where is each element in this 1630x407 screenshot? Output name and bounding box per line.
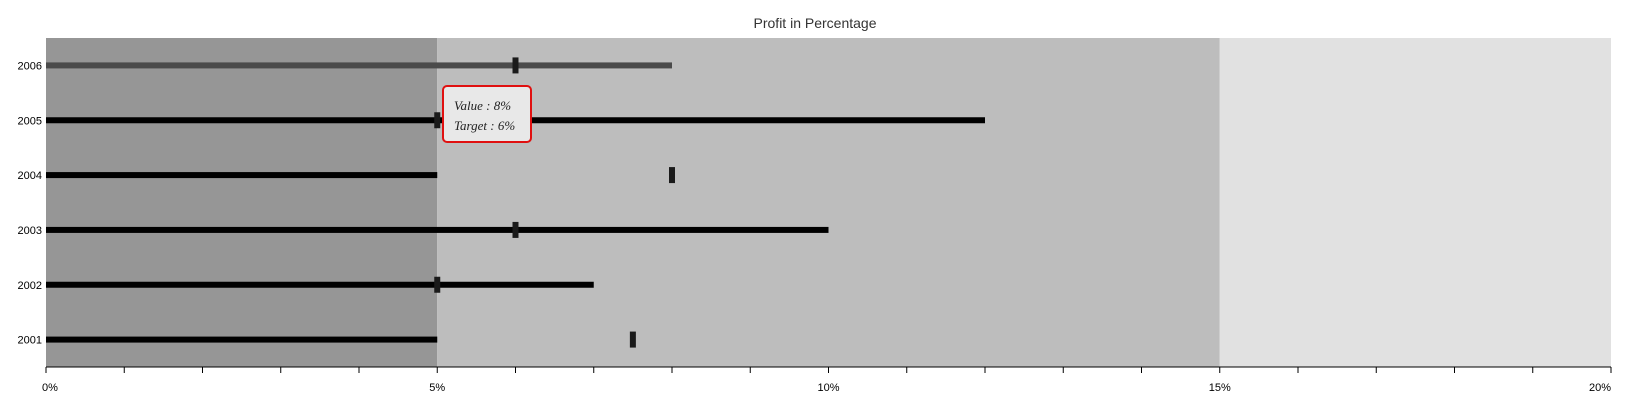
category-label-2005: 2005 (18, 115, 42, 127)
value-bar-2002[interactable] (46, 281, 594, 288)
x-tick-label: 15% (1209, 382, 1231, 394)
tooltip-value-text: Value : 8% (454, 98, 512, 113)
target-marker-2001[interactable] (629, 331, 636, 348)
x-tick-label: 10% (817, 382, 839, 394)
category-label-2006: 2006 (18, 60, 42, 72)
target-marker-2006[interactable] (512, 57, 519, 74)
target-marker-2003[interactable] (512, 221, 519, 238)
tooltip: Value : 8% Target : 6% (442, 85, 532, 143)
category-label-2001: 2001 (18, 335, 42, 347)
range-band-1 (46, 38, 438, 367)
value-bar-2004[interactable] (46, 172, 438, 179)
range-band-3 (1219, 38, 1611, 367)
category-axis: 2006 2005 2004 2003 2002 2001 (18, 60, 42, 346)
value-bar-2006[interactable] (46, 62, 672, 69)
x-tick-label: 0% (42, 382, 58, 394)
chart-title: Profit in Percentage (754, 15, 877, 31)
x-tick-label: 5% (429, 382, 445, 394)
category-label-2004: 2004 (18, 170, 42, 182)
target-marker-2002[interactable] (434, 276, 441, 293)
qualitative-ranges (46, 38, 1611, 367)
target-marker-2004[interactable] (669, 167, 675, 184)
value-bar-2003[interactable] (46, 226, 829, 233)
tooltip-target-text: Target : 6% (454, 118, 516, 133)
range-band-2 (437, 38, 1220, 367)
value-bar-2001[interactable] (46, 336, 438, 343)
x-axis: 0% 5% 10% 15% 20% (42, 366, 1612, 394)
x-tick-label: 20% (1589, 382, 1611, 394)
target-markers (434, 57, 675, 348)
category-label-2003: 2003 (18, 225, 42, 237)
target-marker-2005[interactable] (434, 112, 441, 129)
category-label-2002: 2002 (18, 280, 42, 292)
